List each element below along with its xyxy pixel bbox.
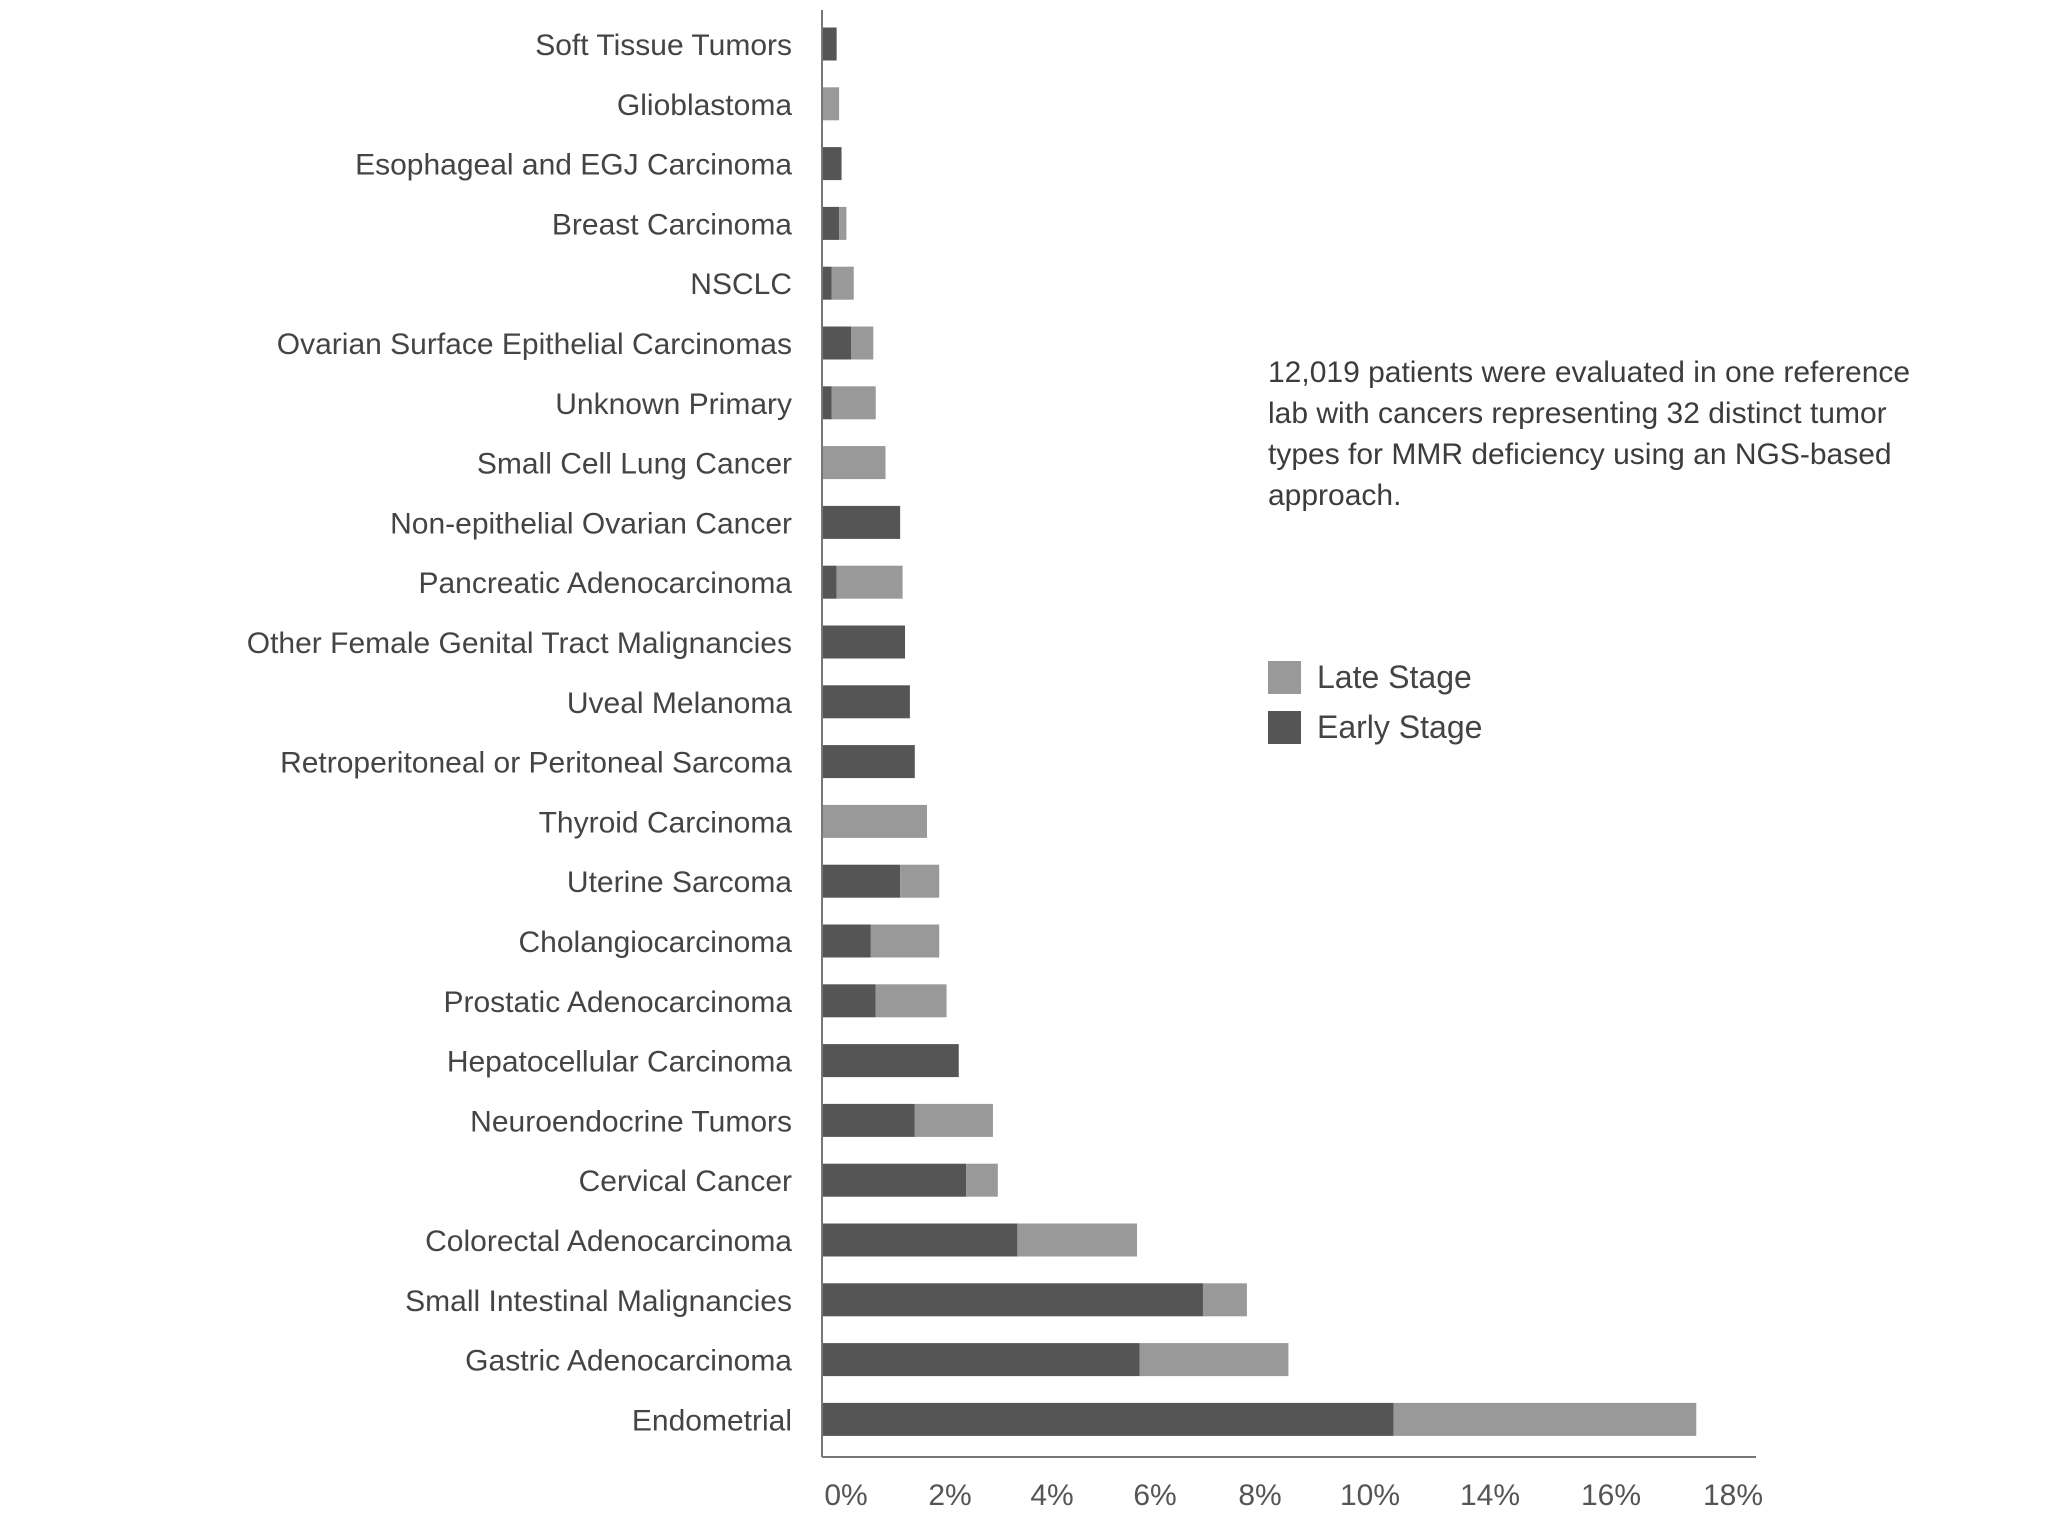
category-label-ovarian-surface-epithelial-carcinomas: Ovarian Surface Epithelial Carcinomas (277, 328, 792, 361)
legend-swatch-late-stage (1268, 660, 1301, 694)
category-label-retroperitoneal-or-peritoneal-sarcoma: Retroperitoneal or Peritoneal Sarcoma (280, 747, 792, 780)
category-label-uveal-melanoma: Uveal Melanoma (567, 687, 792, 720)
category-label-prostatic-adenocarcinoma: Prostatic Adenocarcinoma (443, 986, 792, 1019)
category-label-pancreatic-adenocarcinoma: Pancreatic Adenocarcinoma (418, 567, 792, 600)
legend-swatch-early-stage (1268, 710, 1301, 744)
legend-label-late-stage: Late Stage (1317, 658, 1472, 695)
bar-early-stage-unknown-primary (822, 386, 832, 420)
bar-early-stage-soft-tissue-tumors (822, 27, 837, 61)
legend-label-early-stage: Early Stage (1317, 708, 1483, 745)
category-label-breast-carcinoma: Breast Carcinoma (552, 208, 792, 241)
bar-early-stage-uterine-sarcoma (822, 864, 901, 898)
bar-late-stage-pancreatic-adenocarcinoma (836, 565, 903, 599)
x-tick-label-18: 18% (1703, 1479, 1763, 1512)
bar-late-stage-thyroid-carcinoma (822, 804, 928, 838)
bar-early-stage-gastric-adenocarcinoma (822, 1343, 1140, 1377)
bar-late-stage-colorectal-adenocarcinoma (1017, 1223, 1138, 1257)
x-tick-label-14: 14% (1460, 1479, 1520, 1512)
bar-late-stage-cervical-cancer (966, 1163, 998, 1197)
x-tick-label-0: 0% (824, 1479, 867, 1512)
x-tick-label-6: 6% (1133, 1479, 1176, 1512)
x-tick-label-2: 2% (928, 1479, 971, 1512)
bar-early-stage-other-female-genital-tract-malignancies (822, 625, 906, 659)
bar-early-stage-small-intestinal-malignancies (822, 1283, 1203, 1317)
axes: 0% 2% 4% 6% 8% 10% 14% 16% 18% (821, 10, 1763, 1512)
bar-early-stage-retroperitoneal-or-peritoneal-sarcoma (822, 745, 915, 779)
category-label-unknown-primary: Unknown Primary (555, 388, 792, 421)
category-label-neuroendocrine-tumors: Neuroendocrine Tumors (470, 1105, 792, 1138)
category-label-cervical-cancer: Cervical Cancer (579, 1165, 792, 1198)
bar-early-stage-non-epithelial-ovarian-cancer (822, 505, 901, 539)
x-tick-label-16: 16% (1581, 1479, 1641, 1512)
bar-early-stage-pancreatic-adenocarcinoma (822, 565, 837, 599)
category-label-endometrial: Endometrial (632, 1404, 792, 1437)
category-label-colorectal-adenocarcinoma: Colorectal Adenocarcinoma (425, 1225, 792, 1258)
category-label-hepatocellular-carcinoma: Hepatocellular Carcinoma (447, 1046, 792, 1079)
bar-early-stage-endometrial (822, 1402, 1394, 1436)
legend-item-early-stage: Early Stage (1268, 702, 1482, 752)
bar-late-stage-uterine-sarcoma (900, 864, 940, 898)
bar-early-stage-esophageal-and-egj-carcinoma (822, 147, 842, 181)
category-label-gastric-adenocarcinoma: Gastric Adenocarcinoma (465, 1345, 792, 1378)
bar-late-stage-breast-carcinoma (839, 206, 847, 240)
bar-early-stage-ovarian-surface-epithelial-carcinomas (822, 326, 852, 360)
bar-late-stage-cholangiocarcinoma (870, 924, 940, 958)
annotation-text: 12,019 patients were evaluated in one re… (1268, 356, 1911, 512)
x-tick-label-4: 4% (1030, 1479, 1073, 1512)
category-label-thyroid-carcinoma: Thyroid Carcinoma (539, 806, 793, 839)
bar-early-stage-nsclc (822, 266, 832, 300)
category-label-small-cell-lung-cancer: Small Cell Lung Cancer (477, 448, 792, 481)
category-label-glioblastoma: Glioblastoma (617, 89, 792, 122)
bar-late-stage-unknown-primary (831, 386, 876, 420)
category-label-non-epithelial-ovarian-cancer: Non-epithelial Ovarian Cancer (390, 507, 792, 540)
category-label-small-intestinal-malignancies: Small Intestinal Malignancies (405, 1285, 792, 1318)
bar-late-stage-small-cell-lung-cancer (822, 446, 886, 480)
bar-late-stage-endometrial (1393, 1402, 1697, 1436)
bar-late-stage-gastric-adenocarcinoma (1139, 1343, 1289, 1377)
bar-late-stage-prostatic-adenocarcinoma (875, 984, 947, 1018)
category-label-esophageal-and-egj-carcinoma: Esophageal and EGJ Carcinoma (355, 149, 792, 182)
category-label-nsclc: NSCLC (690, 268, 792, 301)
category-label-cholangiocarcinoma: Cholangiocarcinoma (519, 926, 793, 959)
category-label-soft-tissue-tumors: Soft Tissue Tumors (535, 29, 792, 62)
bar-early-stage-cervical-cancer (822, 1163, 967, 1197)
bar-early-stage-uveal-melanoma (822, 685, 910, 719)
x-tick-label-10: 10% (1340, 1479, 1400, 1512)
bar-early-stage-breast-carcinoma (822, 206, 840, 240)
bar-early-stage-hepatocellular-carcinoma (822, 1044, 959, 1078)
bar-late-stage-small-intestinal-malignancies (1202, 1283, 1247, 1317)
legend: Late Stage Early Stage (1268, 652, 1482, 752)
bar-late-stage-nsclc (831, 266, 854, 300)
bar-late-stage-neuroendocrine-tumors (914, 1103, 993, 1137)
bar-late-stage-ovarian-surface-epithelial-carcinomas (851, 326, 874, 360)
category-label-uterine-sarcoma: Uterine Sarcoma (567, 866, 792, 899)
bars (822, 27, 1697, 1436)
bar-early-stage-cholangiocarcinoma (822, 924, 871, 958)
category-labels: Soft Tissue Tumors Glioblastoma Esophageal… (247, 29, 793, 1437)
x-tick-label-8: 8% (1238, 1479, 1281, 1512)
legend-item-late-stage: Late Stage (1268, 652, 1482, 702)
category-label-other-female-genital-tract-malignancies: Other Female Genital Tract Malignancies (247, 627, 792, 660)
bar-early-stage-colorectal-adenocarcinoma (822, 1223, 1018, 1257)
bar-early-stage-neuroendocrine-tumors (822, 1103, 915, 1137)
bar-late-stage-glioblastoma (822, 87, 840, 121)
bar-early-stage-prostatic-adenocarcinoma (822, 984, 876, 1018)
